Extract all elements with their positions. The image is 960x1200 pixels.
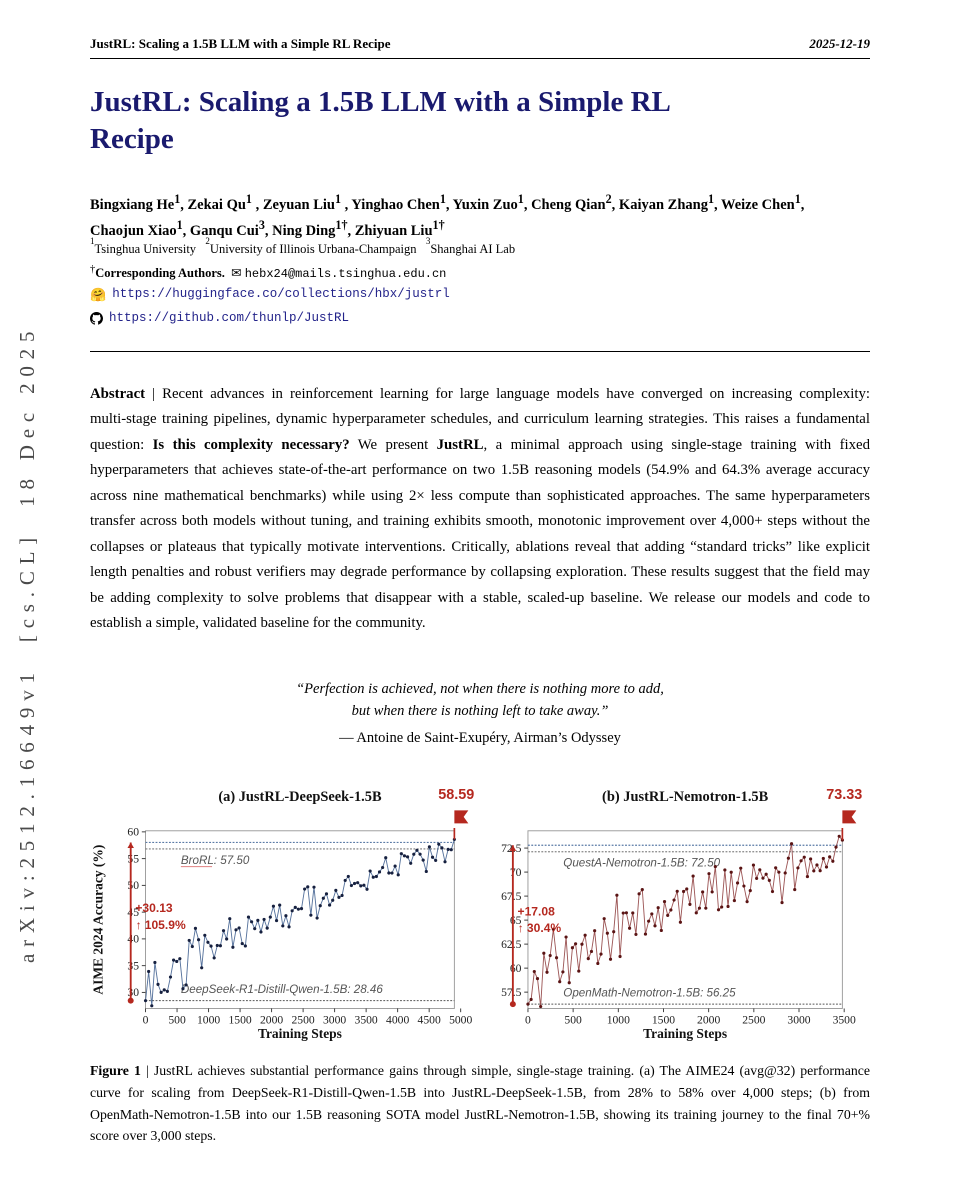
- svg-text:50: 50: [127, 879, 139, 892]
- svg-text:1000: 1000: [607, 1013, 630, 1026]
- svg-text:2500: 2500: [742, 1013, 765, 1026]
- svg-text:4500: 4500: [418, 1013, 441, 1026]
- svg-text:↑ 105.9%: ↑ 105.9%: [135, 918, 186, 932]
- svg-text:DeepSeek-R1-Distill-Qwen-1.5B:: DeepSeek-R1-Distill-Qwen-1.5B: 28.46: [181, 983, 384, 996]
- svg-text:60: 60: [127, 826, 139, 839]
- svg-text:1500: 1500: [228, 1013, 251, 1026]
- svg-text:57.5: 57.5: [501, 986, 522, 999]
- svg-text:62.5: 62.5: [501, 938, 522, 951]
- svg-text:↑ 30.4%: ↑ 30.4%: [518, 921, 562, 935]
- svg-text:AIME 2024 Accuracy (%): AIME 2024 Accuracy (%): [91, 845, 106, 995]
- svg-text:(b) JustRL-Nemotron-1.5B: (b) JustRL-Nemotron-1.5B: [602, 789, 769, 805]
- svg-text:0: 0: [525, 1013, 531, 1026]
- svg-text:(a) JustRL-DeepSeek-1.5B: (a) JustRL-DeepSeek-1.5B: [218, 789, 382, 805]
- svg-text:40: 40: [127, 933, 139, 946]
- svg-text:500: 500: [564, 1013, 582, 1026]
- svg-text:Training Steps: Training Steps: [258, 1026, 342, 1041]
- svg-text:1000: 1000: [197, 1013, 220, 1026]
- svg-text:55: 55: [127, 852, 139, 865]
- svg-text:3500: 3500: [355, 1013, 378, 1026]
- svg-text:2000: 2000: [697, 1013, 720, 1026]
- svg-text:0: 0: [143, 1013, 149, 1026]
- svg-text:73.33: 73.33: [826, 787, 862, 803]
- svg-text:60: 60: [510, 962, 522, 975]
- svg-text:BroRL: 57.50: BroRL: 57.50: [181, 854, 250, 867]
- svg-text:2000: 2000: [260, 1013, 283, 1026]
- svg-text:QuestA-Nemotron-1.5B: 72.50: QuestA-Nemotron-1.5B: 72.50: [563, 857, 720, 870]
- svg-text:35: 35: [127, 959, 139, 972]
- svg-text:2500: 2500: [291, 1013, 314, 1026]
- svg-text:1500: 1500: [652, 1013, 675, 1026]
- svg-text:58.59: 58.59: [438, 787, 474, 803]
- svg-text:3000: 3000: [787, 1013, 810, 1026]
- svg-text:Training Steps: Training Steps: [643, 1026, 727, 1041]
- svg-text:70: 70: [510, 866, 522, 879]
- svg-text:30: 30: [127, 986, 139, 999]
- svg-text:5000: 5000: [449, 1013, 472, 1026]
- svg-text:67.5: 67.5: [501, 890, 522, 903]
- svg-text:OpenMath-Nemotron-1.5B: 56.25: OpenMath-Nemotron-1.5B: 56.25: [563, 987, 736, 1000]
- svg-text:+17.08: +17.08: [518, 904, 556, 918]
- svg-text:4000: 4000: [386, 1013, 409, 1026]
- svg-text:3500: 3500: [833, 1013, 856, 1026]
- svg-text:+30.13: +30.13: [135, 901, 173, 915]
- svg-text:3000: 3000: [323, 1013, 346, 1026]
- svg-text:500: 500: [168, 1013, 186, 1026]
